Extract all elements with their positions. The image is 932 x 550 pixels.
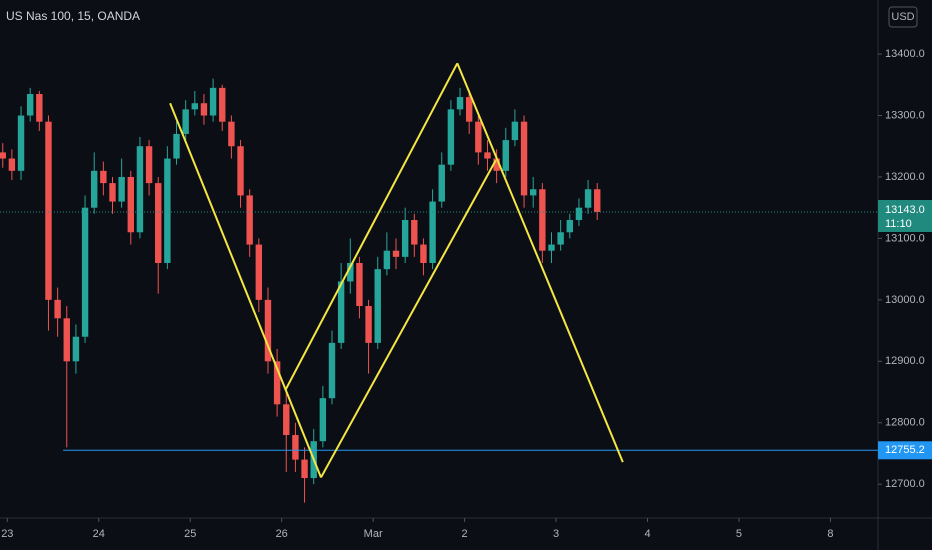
candle-body (283, 404, 290, 436)
candle-body (182, 109, 189, 134)
candle-body (411, 219, 418, 245)
candle-body (566, 219, 573, 233)
x-tick-label: 26 (276, 528, 288, 540)
candle-body (539, 189, 546, 251)
x-tick-label: Mar (364, 528, 383, 540)
y-tick-label: 13100.0 (885, 232, 925, 244)
candle-body (8, 158, 16, 171)
candle-body (54, 299, 61, 319)
candle-body (319, 398, 327, 442)
candle-body (429, 201, 436, 263)
currency-box[interactable] (888, 6, 918, 28)
candle-body (502, 140, 509, 171)
candle-body (63, 318, 70, 362)
candle-body (109, 183, 116, 202)
candle-body (575, 207, 583, 220)
trend-line (456, 62, 624, 463)
trend-line (320, 159, 497, 478)
last-price-label: 13143.0 (885, 204, 925, 216)
candle-body (0, 152, 6, 159)
candle-body (219, 87, 226, 122)
candle-body (447, 109, 455, 165)
candle-body (383, 250, 391, 270)
candle-body (337, 281, 345, 343)
candle-body (347, 262, 354, 282)
candle-body (45, 121, 52, 300)
x-tick-label: 3 (553, 528, 559, 540)
x-tick-label: 23 (1, 528, 13, 540)
y-tick-label: 13300.0 (885, 109, 925, 121)
candle-body (264, 299, 272, 362)
candle-body (594, 189, 601, 212)
candle-body (465, 97, 473, 122)
hline-price-label: 12755.2 (885, 444, 925, 456)
candle-body (456, 97, 464, 110)
chart-title: US Nas 100, 15, OANDA (6, 9, 140, 23)
candle-body (17, 115, 25, 171)
candle-body (164, 158, 171, 263)
y-tick-label: 12800.0 (885, 417, 925, 429)
x-tick-label: 8 (827, 528, 833, 540)
x-tick-label: 24 (93, 528, 105, 540)
candle-body (520, 121, 528, 196)
candle-body (127, 176, 134, 233)
x-tick-label: 4 (644, 528, 650, 540)
candle-body (136, 146, 144, 233)
candle-body (228, 121, 235, 147)
candle-body (548, 244, 555, 251)
candle-body (145, 146, 153, 184)
y-tick-label: 13000.0 (885, 294, 925, 306)
candle-body (420, 244, 427, 263)
candle-body (401, 219, 409, 257)
candle-body (118, 176, 125, 202)
x-tick-label: 25 (184, 528, 196, 540)
candle-body (81, 207, 89, 337)
candle-body (36, 94, 43, 122)
candle-body (484, 152, 491, 159)
candle-body (100, 170, 107, 184)
candle-body (200, 103, 208, 116)
countdown: 11:10 (885, 218, 912, 230)
candle-body (392, 250, 400, 257)
candle-body (255, 244, 263, 300)
candle-body (91, 170, 98, 208)
y-tick-label: 13400.0 (885, 48, 925, 60)
candle-body (301, 459, 308, 479)
candle-body (292, 435, 299, 460)
y-tick-label: 12900.0 (885, 355, 925, 367)
x-tick-label: 2 (462, 528, 468, 540)
candle-body (246, 195, 253, 245)
candle-body (273, 361, 281, 405)
trend-line (169, 102, 322, 478)
hline-price-box (878, 441, 932, 460)
candle-body (530, 189, 537, 196)
candle-body (374, 269, 381, 343)
candle-body (328, 342, 336, 399)
y-tick-label: 13200.0 (885, 171, 925, 183)
candle-body (191, 103, 199, 110)
candle-body (493, 158, 500, 171)
candle-body (209, 87, 217, 116)
candle-body (155, 183, 162, 263)
candle-body (557, 232, 564, 245)
candle-body (72, 336, 80, 362)
last-price-box (878, 199, 932, 232)
y-tick-label: 12700.0 (885, 478, 925, 490)
candle-body (475, 121, 482, 153)
candle-body (356, 262, 363, 307)
candle-body (584, 189, 592, 208)
candle-body (511, 121, 519, 141)
candle-body (173, 133, 180, 159)
currency[interactable]: USD (891, 11, 914, 23)
candle-body (365, 306, 372, 343)
candle-body (438, 164, 445, 202)
x-tick-label: 5 (736, 528, 742, 540)
candle-body (237, 146, 244, 196)
trend-line (284, 62, 459, 391)
candle-body (26, 94, 34, 116)
